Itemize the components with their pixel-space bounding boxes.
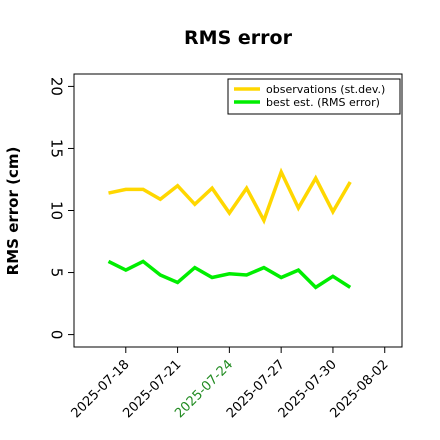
x-axis-ticks: 2025-07-182025-07-212025-07-242025-07-27… (69, 347, 392, 421)
legend-label: best est. (RMS error) (266, 96, 380, 109)
y-tick-label: 10 (48, 201, 66, 220)
series-line-2 (107, 259, 352, 290)
y-tick-label: 0 (48, 330, 66, 340)
series-layer (107, 167, 352, 290)
y-axis-label: RMS error (cm) (4, 147, 22, 276)
y-axis-ticks: 0 5 10 15 20 (48, 77, 74, 340)
plot-frame (73, 73, 403, 348)
legend-label: observations (st.dev.) (266, 83, 385, 96)
chart-title: RMS error (184, 27, 293, 49)
series-line-1 (108, 167, 352, 225)
y-tick-label: 5 (48, 268, 66, 278)
legend-box (227, 78, 401, 115)
legend: observations (st.dev.)best est. (RMS err… (227, 78, 401, 115)
y-tick-label: 15 (48, 139, 66, 158)
y-tick-label: 20 (48, 77, 66, 96)
